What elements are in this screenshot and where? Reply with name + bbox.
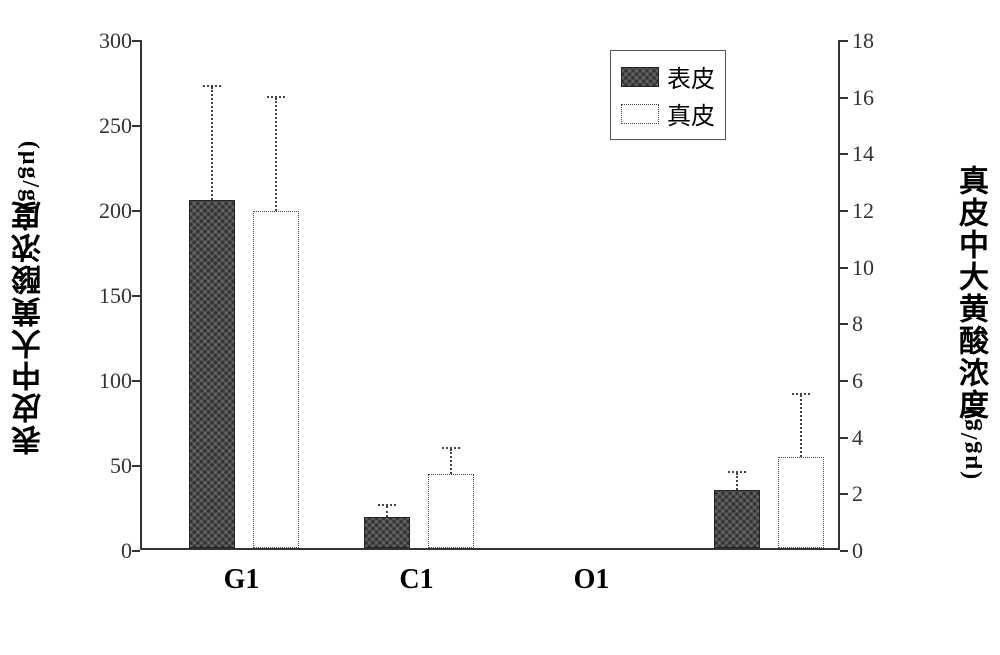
y-axis-left-label-text: 表皮中大黄酸浓度 (15, 199, 45, 455)
y-right-tick-label: 0 (852, 538, 902, 564)
y-right-tick-label: 4 (852, 425, 902, 451)
error-cap (378, 504, 396, 506)
y-right-tick-label: 2 (852, 481, 902, 507)
y-right-tick-mark (840, 267, 848, 269)
chart-container: 表皮中大黄酸浓度 (μg/g) 真皮中大黄酸浓度 (μg/g) 表皮真皮 0 50… (0, 0, 1000, 655)
y-right-tick-mark (840, 323, 848, 325)
y-right-tick-mark (840, 40, 848, 42)
y-right-tick-mark (840, 97, 848, 99)
y-right-tick-label: 10 (852, 255, 902, 281)
legend-swatch-epidermis-icon (621, 67, 659, 87)
x-category-label: O1 (552, 564, 632, 596)
y-right-tick-label: 12 (852, 198, 902, 224)
bar-dermis (428, 474, 474, 548)
y-right-tick-mark (840, 153, 848, 155)
y-left-tick-mark (132, 295, 140, 297)
y-right-tick-label: 8 (852, 311, 902, 337)
x-category-label: C1 (377, 564, 457, 596)
y-right-tick-mark (840, 550, 848, 552)
legend-label: 真皮 (667, 96, 715, 131)
y-right-tick-mark (840, 437, 848, 439)
y-left-tick-label: 100 (82, 368, 132, 394)
y-left-tick-label: 250 (82, 113, 132, 139)
y-left-tick-label: 200 (82, 198, 132, 224)
y-left-tick-label: 300 (82, 28, 132, 54)
error-cap (442, 447, 460, 449)
y-right-tick-label: 16 (852, 85, 902, 111)
error-cap (792, 393, 810, 395)
y-left-tick-mark (132, 550, 140, 552)
y-left-tick-label: 50 (82, 453, 132, 479)
error-bar (211, 87, 213, 199)
bar-epidermis (714, 490, 760, 548)
error-bar (800, 395, 802, 457)
x-category-label: G1 (202, 564, 282, 596)
error-cap (728, 471, 746, 473)
y-axis-right-label: 真皮中大黄酸浓度 (μg/g) (950, 60, 990, 560)
y-axis-left-unit: (μg/g) (18, 141, 42, 213)
bar-epidermis (364, 517, 410, 548)
error-bar (275, 98, 277, 211)
y-right-tick-label: 18 (852, 28, 902, 54)
y-axis-left-label: 表皮中大黄酸浓度 (μg/g) (10, 60, 50, 560)
y-left-tick-label: 0 (82, 538, 132, 564)
y-right-tick-mark (840, 210, 848, 212)
error-cap (203, 85, 221, 87)
y-axis-right-unit: (μg/g) (958, 407, 982, 479)
bar-epidermis (189, 200, 235, 549)
error-bar (736, 473, 738, 490)
y-left-tick-mark (132, 380, 140, 382)
error-cap (267, 96, 285, 98)
y-left-tick-mark (132, 125, 140, 127)
y-left-tick-mark (132, 40, 140, 42)
bar-dermis (778, 457, 824, 548)
y-right-tick-label: 14 (852, 141, 902, 167)
y-axis-right-label-text: 真皮中大黄酸浓度 (955, 165, 985, 421)
y-left-tick-label: 150 (82, 283, 132, 309)
plot-area (140, 40, 840, 550)
legend-item: 表皮 (621, 59, 715, 94)
legend-label: 表皮 (667, 59, 715, 94)
y-right-tick-label: 6 (852, 368, 902, 394)
bar-dermis (253, 211, 299, 548)
legend-swatch-dermis-icon (621, 104, 659, 124)
y-right-tick-mark (840, 493, 848, 495)
error-bar (386, 506, 388, 518)
y-right-tick-mark (840, 380, 848, 382)
y-left-tick-mark (132, 465, 140, 467)
error-bar (450, 449, 452, 475)
y-left-tick-mark (132, 210, 140, 212)
legend-item: 真皮 (621, 96, 715, 131)
legend: 表皮真皮 (610, 50, 726, 140)
